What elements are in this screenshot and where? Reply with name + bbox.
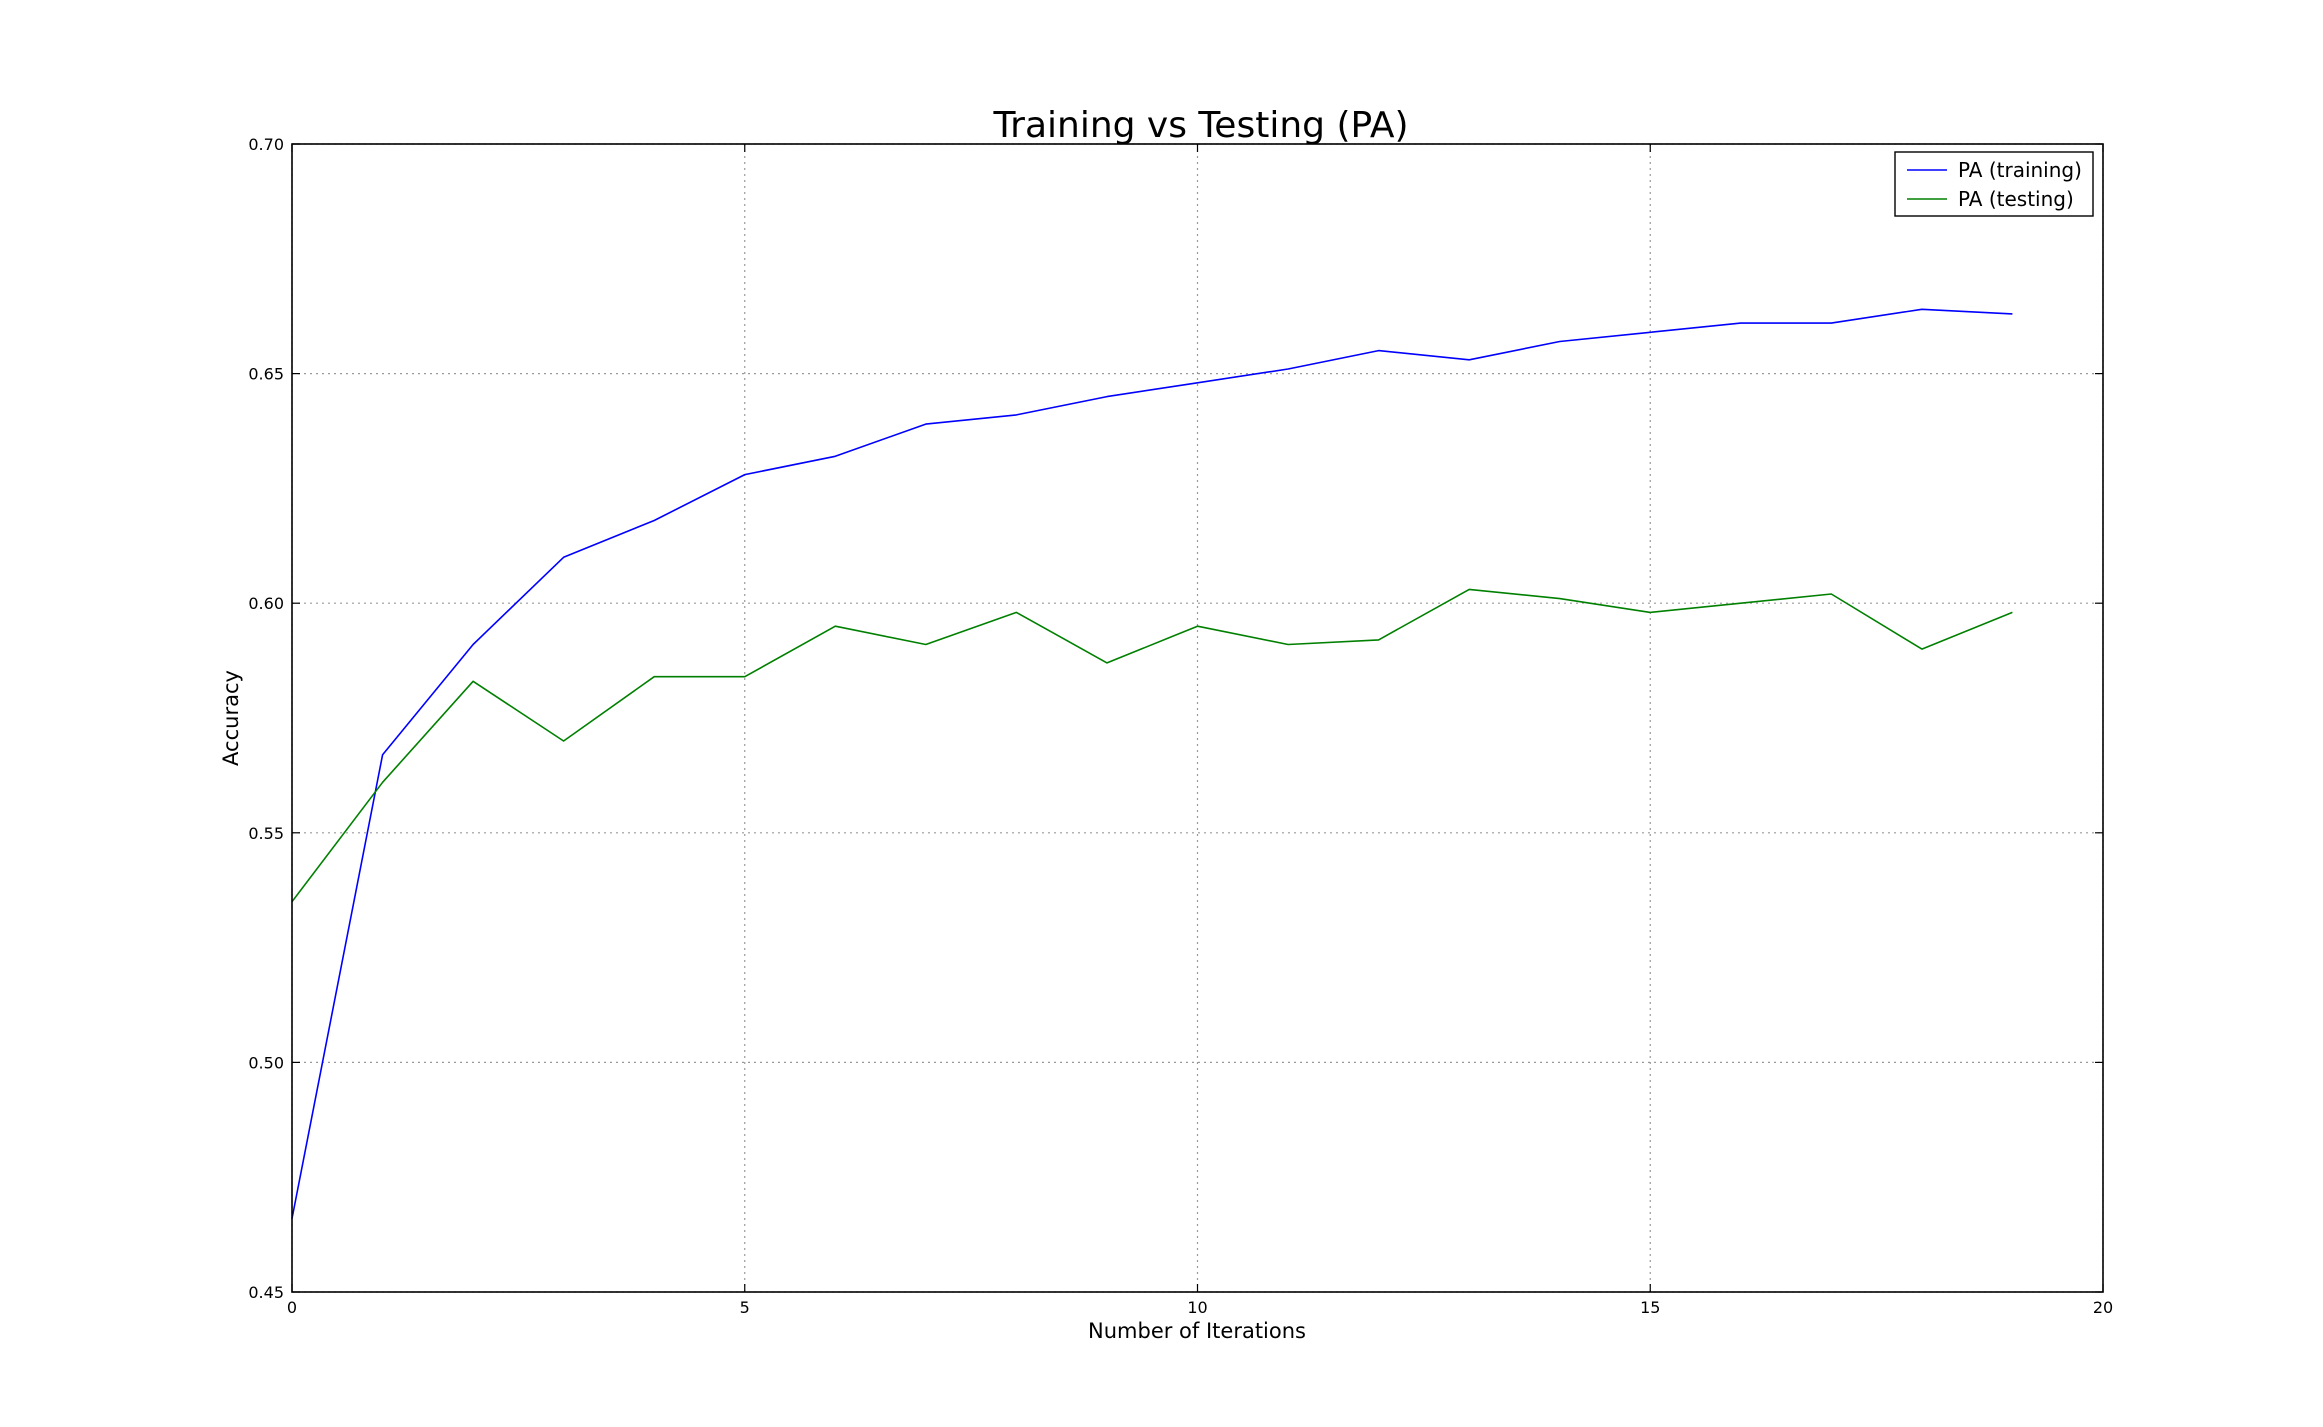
x-axis-label: Number of Iterations (1088, 1319, 1306, 1343)
y-tick-label: 0.70 (248, 135, 284, 154)
legend-label-training: PA (training) (1958, 158, 2082, 182)
series-line-training (291, 308, 2013, 1219)
x-tick-label: 20 (2093, 1298, 2113, 1317)
legend-label-testing: PA (testing) (1958, 187, 2074, 211)
x-tick-label: 15 (1640, 1298, 1660, 1317)
axis-ticks (291, 143, 2104, 1293)
legend-box (1894, 151, 2094, 217)
x-tick-label: 0 (287, 1298, 297, 1317)
y-tick-label: 0.65 (248, 365, 284, 384)
y-tick-label: 0.50 (248, 1053, 284, 1072)
legend: PA (training) PA (testing) (1894, 151, 2094, 217)
chart-title: Training vs Testing (PA) (992, 105, 1408, 146)
series-line-testing (291, 588, 2013, 903)
y-tick-label: 0.60 (248, 594, 284, 613)
y-tick-label: 0.45 (248, 1283, 284, 1302)
series-lines (291, 308, 2013, 1219)
y-tick-label: 0.55 (248, 824, 284, 843)
plot-frame (291, 143, 2104, 1293)
grid-lines (291, 143, 2104, 1293)
y-axis-label: Accuracy (219, 670, 243, 766)
tick-labels: 0 5 10 15 20 0.45 0.50 0.55 0.60 0.65 0.70 (248, 135, 2113, 1317)
x-tick-label: 10 (1187, 1298, 1207, 1317)
x-tick-label: 5 (740, 1298, 750, 1317)
